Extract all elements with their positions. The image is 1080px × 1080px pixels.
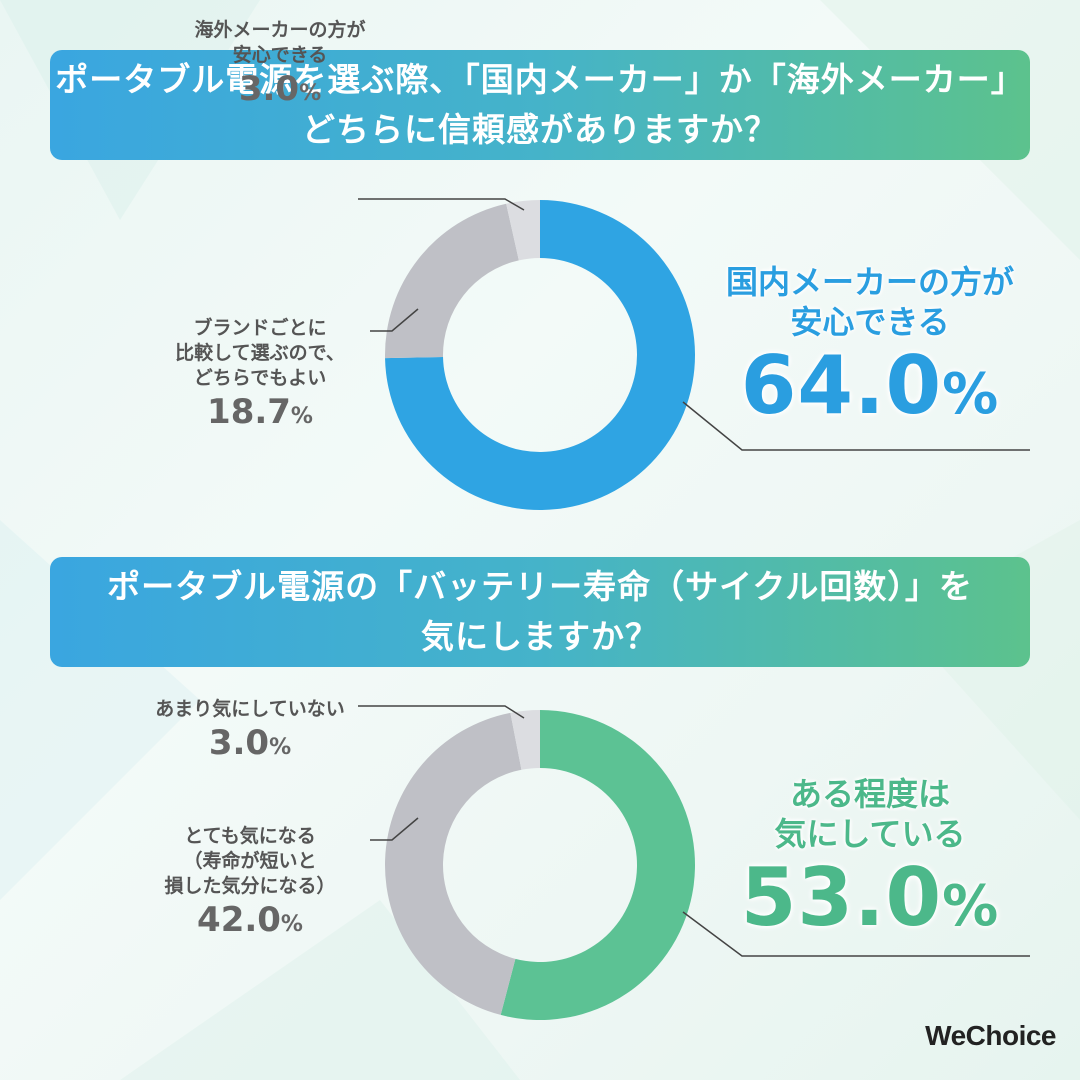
label-line: 安心できる <box>232 44 328 66</box>
donut-slice-domestic <box>385 200 695 510</box>
chart-1-label-overseas: 海外メーカーの方が 安心できる 3.0% <box>130 18 430 115</box>
label-line: あまり気にしていない <box>155 698 345 720</box>
donut-slice-either <box>385 203 519 359</box>
donut-slice-overseas <box>506 200 540 261</box>
percent-value: 42.0% <box>197 900 303 940</box>
leader-line <box>358 705 525 719</box>
label-line: どちらでもよい <box>193 367 327 389</box>
label-line: ある程度は <box>789 775 950 813</box>
donut-chart-1 <box>358 198 1030 510</box>
chart-1-label-either: ブランドごとに 比較して選ぶので、 どちらでもよい 18.7% <box>110 316 410 438</box>
leader-line <box>358 198 525 211</box>
label-line: 国内メーカーの方が <box>725 263 1014 301</box>
label-line: 安心できる <box>790 303 950 341</box>
donut-slice-not-much <box>510 710 540 770</box>
percent-value: 64.0% <box>740 339 1000 432</box>
question-1-banner: ポータブル電源を選ぶ際、「国内メーカー」か「海外メーカー」 どちらに信頼感があり… <box>50 50 1030 160</box>
question-2-title-line-2: 気にしますか？ <box>421 617 659 656</box>
label-line: とても気になる <box>184 825 316 847</box>
percent-value: 18.7% <box>207 392 313 432</box>
leader-line <box>682 911 1030 957</box>
chart-2-label-very: とても気になる （寿命が短いと 損した気分になる） 42.0% <box>100 824 400 946</box>
leader-line <box>370 308 419 332</box>
label-line: 比較して選ぶので、 <box>175 342 345 364</box>
label-line: 海外メーカーの方が <box>194 19 366 41</box>
leader-line <box>682 401 1030 451</box>
percent-value: 3.0% <box>208 723 292 763</box>
label-line: （寿命が短いと <box>183 850 317 872</box>
leader-line <box>370 817 419 841</box>
donut-chart-2 <box>358 705 1030 1020</box>
wechoice-logo: WeChoice <box>925 1020 1056 1051</box>
label-line: ブランドごとに <box>193 317 327 339</box>
percent-value: 3.0% <box>238 69 322 109</box>
percent-value: 53.0% <box>740 851 1000 944</box>
chart-1-label-domestic: 国内メーカーの方が 安心できる 64.0% <box>700 262 1040 439</box>
donut-slice-very <box>385 712 522 1015</box>
question-2-title-line-1: ポータブル電源の「バッテリー寿命（サイクル回数）」を <box>107 567 973 606</box>
question-1-title-line-1: ポータブル電源を選ぶ際、「国内メーカー」か「海外メーカー」 <box>55 60 1025 99</box>
donut-slice-somewhat <box>500 710 696 1020</box>
label-line: 損した気分になる） <box>164 875 336 897</box>
chart-2-label-somewhat: ある程度は 気にしている 53.0% <box>700 774 1040 951</box>
question-2-banner: ポータブル電源の「バッテリー寿命（サイクル回数）」を 気にしますか？ <box>50 557 1030 667</box>
chart-2-label-not-much: あまり気にしていない 3.0% <box>100 697 400 769</box>
question-1-title-line-2: どちらに信頼感がありますか？ <box>302 110 778 149</box>
label-line: 気にしている <box>774 815 966 853</box>
